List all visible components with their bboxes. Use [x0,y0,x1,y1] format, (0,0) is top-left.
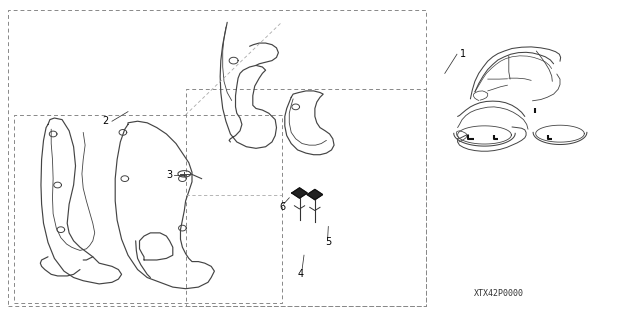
Text: 6: 6 [280,202,286,212]
Text: 2: 2 [102,116,109,126]
Text: 4: 4 [298,269,304,279]
Text: 5: 5 [325,237,332,248]
Text: 1: 1 [460,49,466,59]
Text: 3: 3 [166,170,173,181]
Text: XTX42P0000: XTX42P0000 [474,289,524,298]
Polygon shape [307,189,323,200]
Polygon shape [292,188,307,198]
